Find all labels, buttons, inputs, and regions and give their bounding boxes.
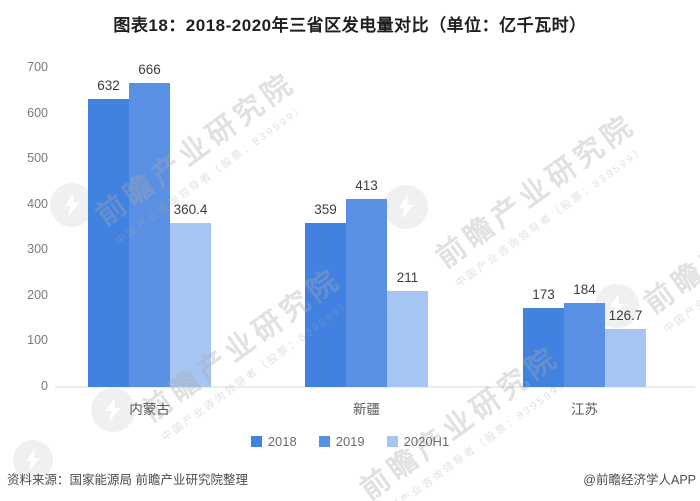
watermark-subtext: 中国产业咨询领导者（股票：839599） [661, 189, 700, 336]
legend-label: 2019 [335, 434, 365, 449]
legend-swatch-icon [250, 436, 262, 447]
legend-item-s2: 2020H1 [386, 434, 450, 449]
x-axis-category-label: 新疆 [353, 402, 380, 417]
watermark: 前瞻产业研究院 中国产业咨询领导者（股票：839599） [426, 102, 654, 290]
bar-s2-c2 [605, 329, 646, 387]
legend-label: 2020H1 [403, 434, 450, 449]
bar-value-label: 126.7 [608, 308, 643, 324]
chart-title: 图表18：2018-2020年三省区发电量对比（单位：亿千瓦时） [113, 16, 587, 35]
y-axis-tick-label: 0 [41, 379, 48, 393]
data-source-note: 资料来源：国家能源局 前瞻产业研究院整理 [7, 473, 248, 487]
bar-s1-c0 [129, 83, 170, 387]
bar-s0-c1 [305, 223, 346, 387]
legend-item-s1: 2019 [318, 434, 365, 449]
legend-swatch-icon [318, 436, 330, 447]
legend-item-s0: 2018 [250, 434, 297, 449]
bar-value-label: 184 [573, 282, 596, 298]
bar-value-label: 360.4 [173, 201, 208, 217]
bar-s1-c2 [564, 303, 605, 387]
bar-s0-c0 [88, 98, 129, 387]
watermark-text: 前瞻产业研究院 [430, 108, 643, 275]
legend-label: 2018 [267, 434, 297, 449]
x-axis-line [55, 386, 695, 388]
y-axis-tick-label: 600 [27, 105, 48, 120]
x-axis-category-label: 江苏 [571, 402, 598, 417]
watermark-logo-icon [384, 185, 428, 229]
bar-s1-c1 [346, 198, 387, 387]
chart-legend: 2018 2019 2020H1 [0, 434, 700, 449]
bar-s2-c1 [387, 290, 428, 387]
y-axis-tick-label: 300 [27, 242, 48, 257]
y-axis-tick-label: 400 [27, 196, 48, 211]
bar-value-label: 413 [355, 177, 378, 193]
bar-value-label: 359 [314, 202, 337, 218]
watermark-subtext: 中国产业咨询领导者（股票：839599） [453, 143, 649, 290]
y-axis-tick-label: 500 [27, 151, 48, 166]
bar-value-label: 632 [97, 77, 120, 93]
watermark: 前瞻产业研究院 中国产业咨询领导者（股票：839599） [634, 148, 700, 336]
bar-s0-c2 [523, 308, 564, 387]
y-axis-tick-label: 200 [27, 287, 48, 302]
bar-value-label: 173 [532, 287, 555, 303]
bar-value-label: 666 [138, 62, 161, 78]
y-axis-tick-label: 700 [27, 60, 48, 74]
credit-note: @前瞻经济学人APP [583, 473, 696, 487]
bar-s2-c0 [170, 222, 211, 387]
bar-value-label: 211 [396, 269, 419, 285]
legend-swatch-icon [386, 436, 398, 447]
x-axis-category-label: 内蒙古 [129, 402, 170, 417]
watermark-text: 前瞻产业研究院 [638, 154, 700, 321]
y-axis-tick-label: 100 [27, 333, 48, 348]
